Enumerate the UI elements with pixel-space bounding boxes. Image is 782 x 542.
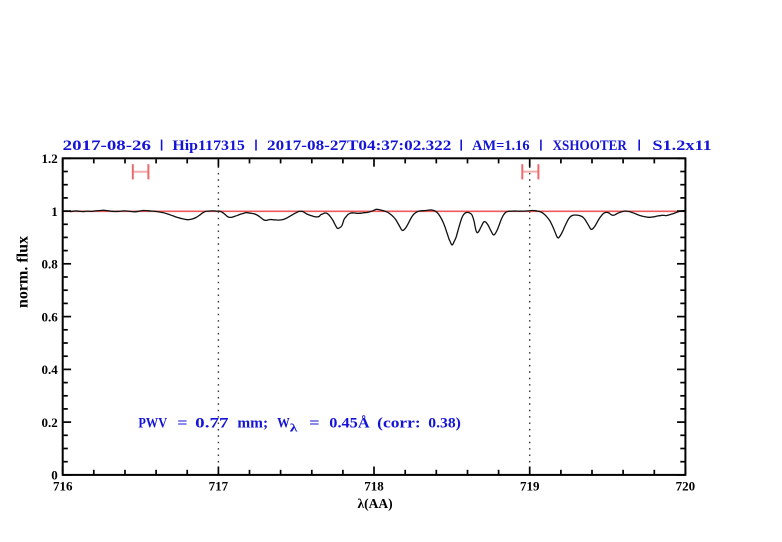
svg-text:719: 719 [520,479,540,494]
svg-text:norm. flux: norm. flux [15,236,32,308]
svg-text:717: 717 [209,479,229,494]
svg-text:0: 0 [51,468,58,483]
svg-text:XSHOOTER: XSHOOTER [553,138,627,154]
svg-text:1.2: 1.2 [42,151,58,166]
svg-text:Hip117315: Hip117315 [172,138,245,154]
svg-text:S1.2x11: S1.2x11 [652,138,711,154]
svg-text:720: 720 [676,479,696,494]
svg-text:1: 1 [51,204,58,219]
svg-text:718: 718 [364,479,384,494]
svg-text:λ(AA): λ(AA) [357,496,392,511]
svg-text:0.8: 0.8 [42,257,59,272]
svg-text:2017-08-26: 2017-08-26 [63,138,152,154]
svg-text:0.2: 0.2 [42,415,58,430]
svg-text:716: 716 [53,479,73,494]
svg-text:2017-08-27T04:37:02.322: 2017-08-27T04:37:02.322 [267,138,451,154]
svg-text:0.6: 0.6 [42,309,59,324]
svg-text:AM=1.16: AM=1.16 [472,138,530,154]
svg-text:0.4: 0.4 [42,362,59,377]
